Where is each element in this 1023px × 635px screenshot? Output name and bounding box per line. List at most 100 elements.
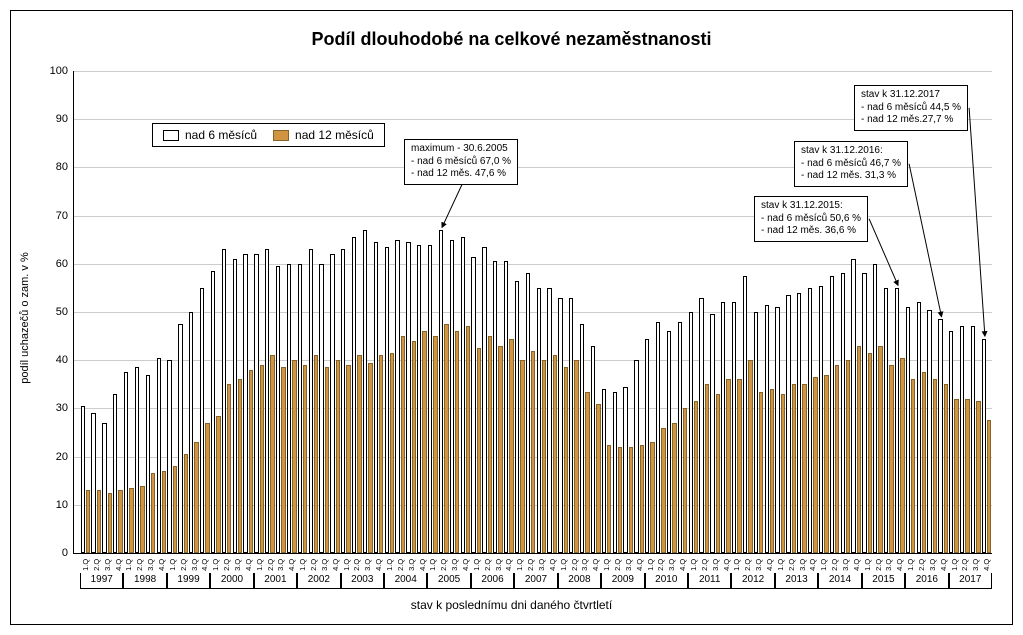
bar-12m	[368, 363, 372, 553]
bar-6m	[917, 302, 921, 553]
bar-group	[569, 71, 580, 553]
x-quarter-label: 3.Q	[320, 560, 329, 571]
bar-6m	[634, 360, 638, 553]
bar-12m	[488, 336, 492, 553]
bar-12m	[857, 346, 861, 553]
y-tick-label: 90	[56, 113, 74, 125]
x-quarter-label: 3.Q	[407, 560, 416, 571]
y-tick-label: 50	[56, 306, 74, 318]
bar-6m	[124, 372, 128, 553]
bar-group	[721, 71, 732, 553]
legend-item-12m: nad 12 měsíců	[273, 128, 374, 142]
bar-12m	[303, 365, 307, 553]
bar-group	[981, 71, 992, 553]
x-quarter-label: 4.Q	[157, 560, 166, 571]
x-quarter-label: 1.Q	[81, 560, 90, 571]
bar-12m	[650, 442, 654, 553]
bar-group	[753, 71, 764, 553]
bar-12m	[314, 355, 318, 553]
bar-6m	[254, 254, 258, 553]
bar-6m	[841, 273, 845, 553]
bar-12m	[216, 416, 220, 553]
x-year-label: 2001	[254, 573, 297, 589]
plot-area: 1.Q2.Q3.Q4.Q1.Q2.Q3.Q4.Q1.Q2.Q3.Q4.Q1.Q2…	[73, 71, 992, 554]
x-quarter-label: 2.Q	[526, 560, 535, 571]
x-quarter-label: 2.Q	[830, 560, 839, 571]
bar-6m	[547, 288, 551, 553]
x-quarter-label: 2.Q	[569, 560, 578, 571]
bar-12m	[455, 331, 459, 553]
callout-line: - nad 6 měsíců 67,0 %	[411, 156, 511, 169]
bar-12m	[748, 360, 752, 553]
bar-12m	[118, 490, 122, 553]
x-quarter-label: 1.Q	[949, 560, 958, 571]
bar-12m	[444, 324, 448, 553]
bar-6m	[884, 288, 888, 553]
x-quarter-label: 1.Q	[472, 560, 481, 571]
callout-line: - nad 12 měs.27,7 %	[861, 114, 961, 127]
x-quarter-label: 3.Q	[971, 560, 980, 571]
x-quarter-label: 3.Q	[580, 560, 589, 571]
x-year-label: 2005	[427, 573, 470, 589]
x-year-label: 2012	[731, 573, 774, 589]
bar-6m	[667, 331, 671, 553]
plot-inner: 1.Q2.Q3.Q4.Q1.Q2.Q3.Q4.Q1.Q2.Q3.Q4.Q1.Q2…	[73, 71, 992, 554]
x-quarter-label: 2.Q	[960, 560, 969, 571]
legend: nad 6 měsíců nad 12 měsíců	[152, 123, 385, 147]
x-quarter-label: 2.Q	[396, 560, 405, 571]
x-year-label: 1998	[123, 573, 166, 589]
callout-line: maximum - 30.6.2005	[411, 143, 511, 156]
x-year-label: 2015	[862, 573, 905, 589]
bar-12m	[292, 360, 296, 553]
bar-12m	[737, 379, 741, 553]
bar-group	[666, 71, 677, 553]
x-quarter-label: 3.Q	[450, 560, 459, 571]
callout-line: stav k 31.12.2015:	[761, 200, 861, 213]
bar-group	[113, 71, 124, 553]
bar-6m	[222, 249, 226, 553]
bar-12m	[672, 423, 676, 553]
bar-12m	[878, 346, 882, 553]
x-quarter-label: 3.Q	[537, 560, 546, 571]
bar-6m	[732, 302, 736, 553]
x-quarter-label: 2.Q	[92, 560, 101, 571]
bar-12m	[802, 384, 806, 553]
y-tick-label: 70	[56, 210, 74, 222]
bar-6m	[906, 307, 910, 553]
bar-6m	[786, 295, 790, 553]
bar-12m	[390, 353, 394, 553]
bar-group	[612, 71, 623, 553]
x-quarter-label: 4.Q	[461, 560, 470, 571]
bar-6m	[113, 394, 117, 553]
x-year-label: 2013	[775, 573, 818, 589]
x-quarter-label: 4.Q	[895, 560, 904, 571]
x-quarter-label: 4.Q	[548, 560, 557, 571]
bar-12m	[270, 355, 274, 553]
bar-6m	[862, 273, 866, 553]
bar-6m	[645, 339, 649, 553]
bar-12m	[325, 367, 329, 553]
x-quarter-label: 3.Q	[711, 560, 720, 571]
callout-2015: stav k 31.12.2015: - nad 6 měsíců 50,6 %…	[754, 196, 868, 242]
x-quarter-label: 4.Q	[244, 560, 253, 571]
bar-6m	[504, 261, 508, 553]
x-year-label: 2009	[601, 573, 644, 589]
bar-12m	[607, 445, 611, 553]
bar-6m	[450, 240, 454, 553]
bar-12m	[162, 471, 166, 553]
x-quarter-label: 1.Q	[298, 560, 307, 571]
x-quarter-label: 2.Q	[787, 560, 796, 571]
bar-6m	[178, 324, 182, 553]
x-quarter-label: 4.Q	[678, 560, 687, 571]
bar-12m	[694, 401, 698, 553]
bar-6m	[363, 230, 367, 553]
bar-12m	[357, 355, 361, 553]
bar-6m	[537, 288, 541, 553]
bar-12m	[531, 351, 535, 553]
bar-12m	[987, 420, 991, 554]
bar-group	[547, 71, 558, 553]
bar-6m	[623, 387, 627, 553]
x-quarter-label: 1.Q	[645, 560, 654, 571]
x-quarter-label: 1.Q	[863, 560, 872, 571]
bar-group	[384, 71, 395, 553]
